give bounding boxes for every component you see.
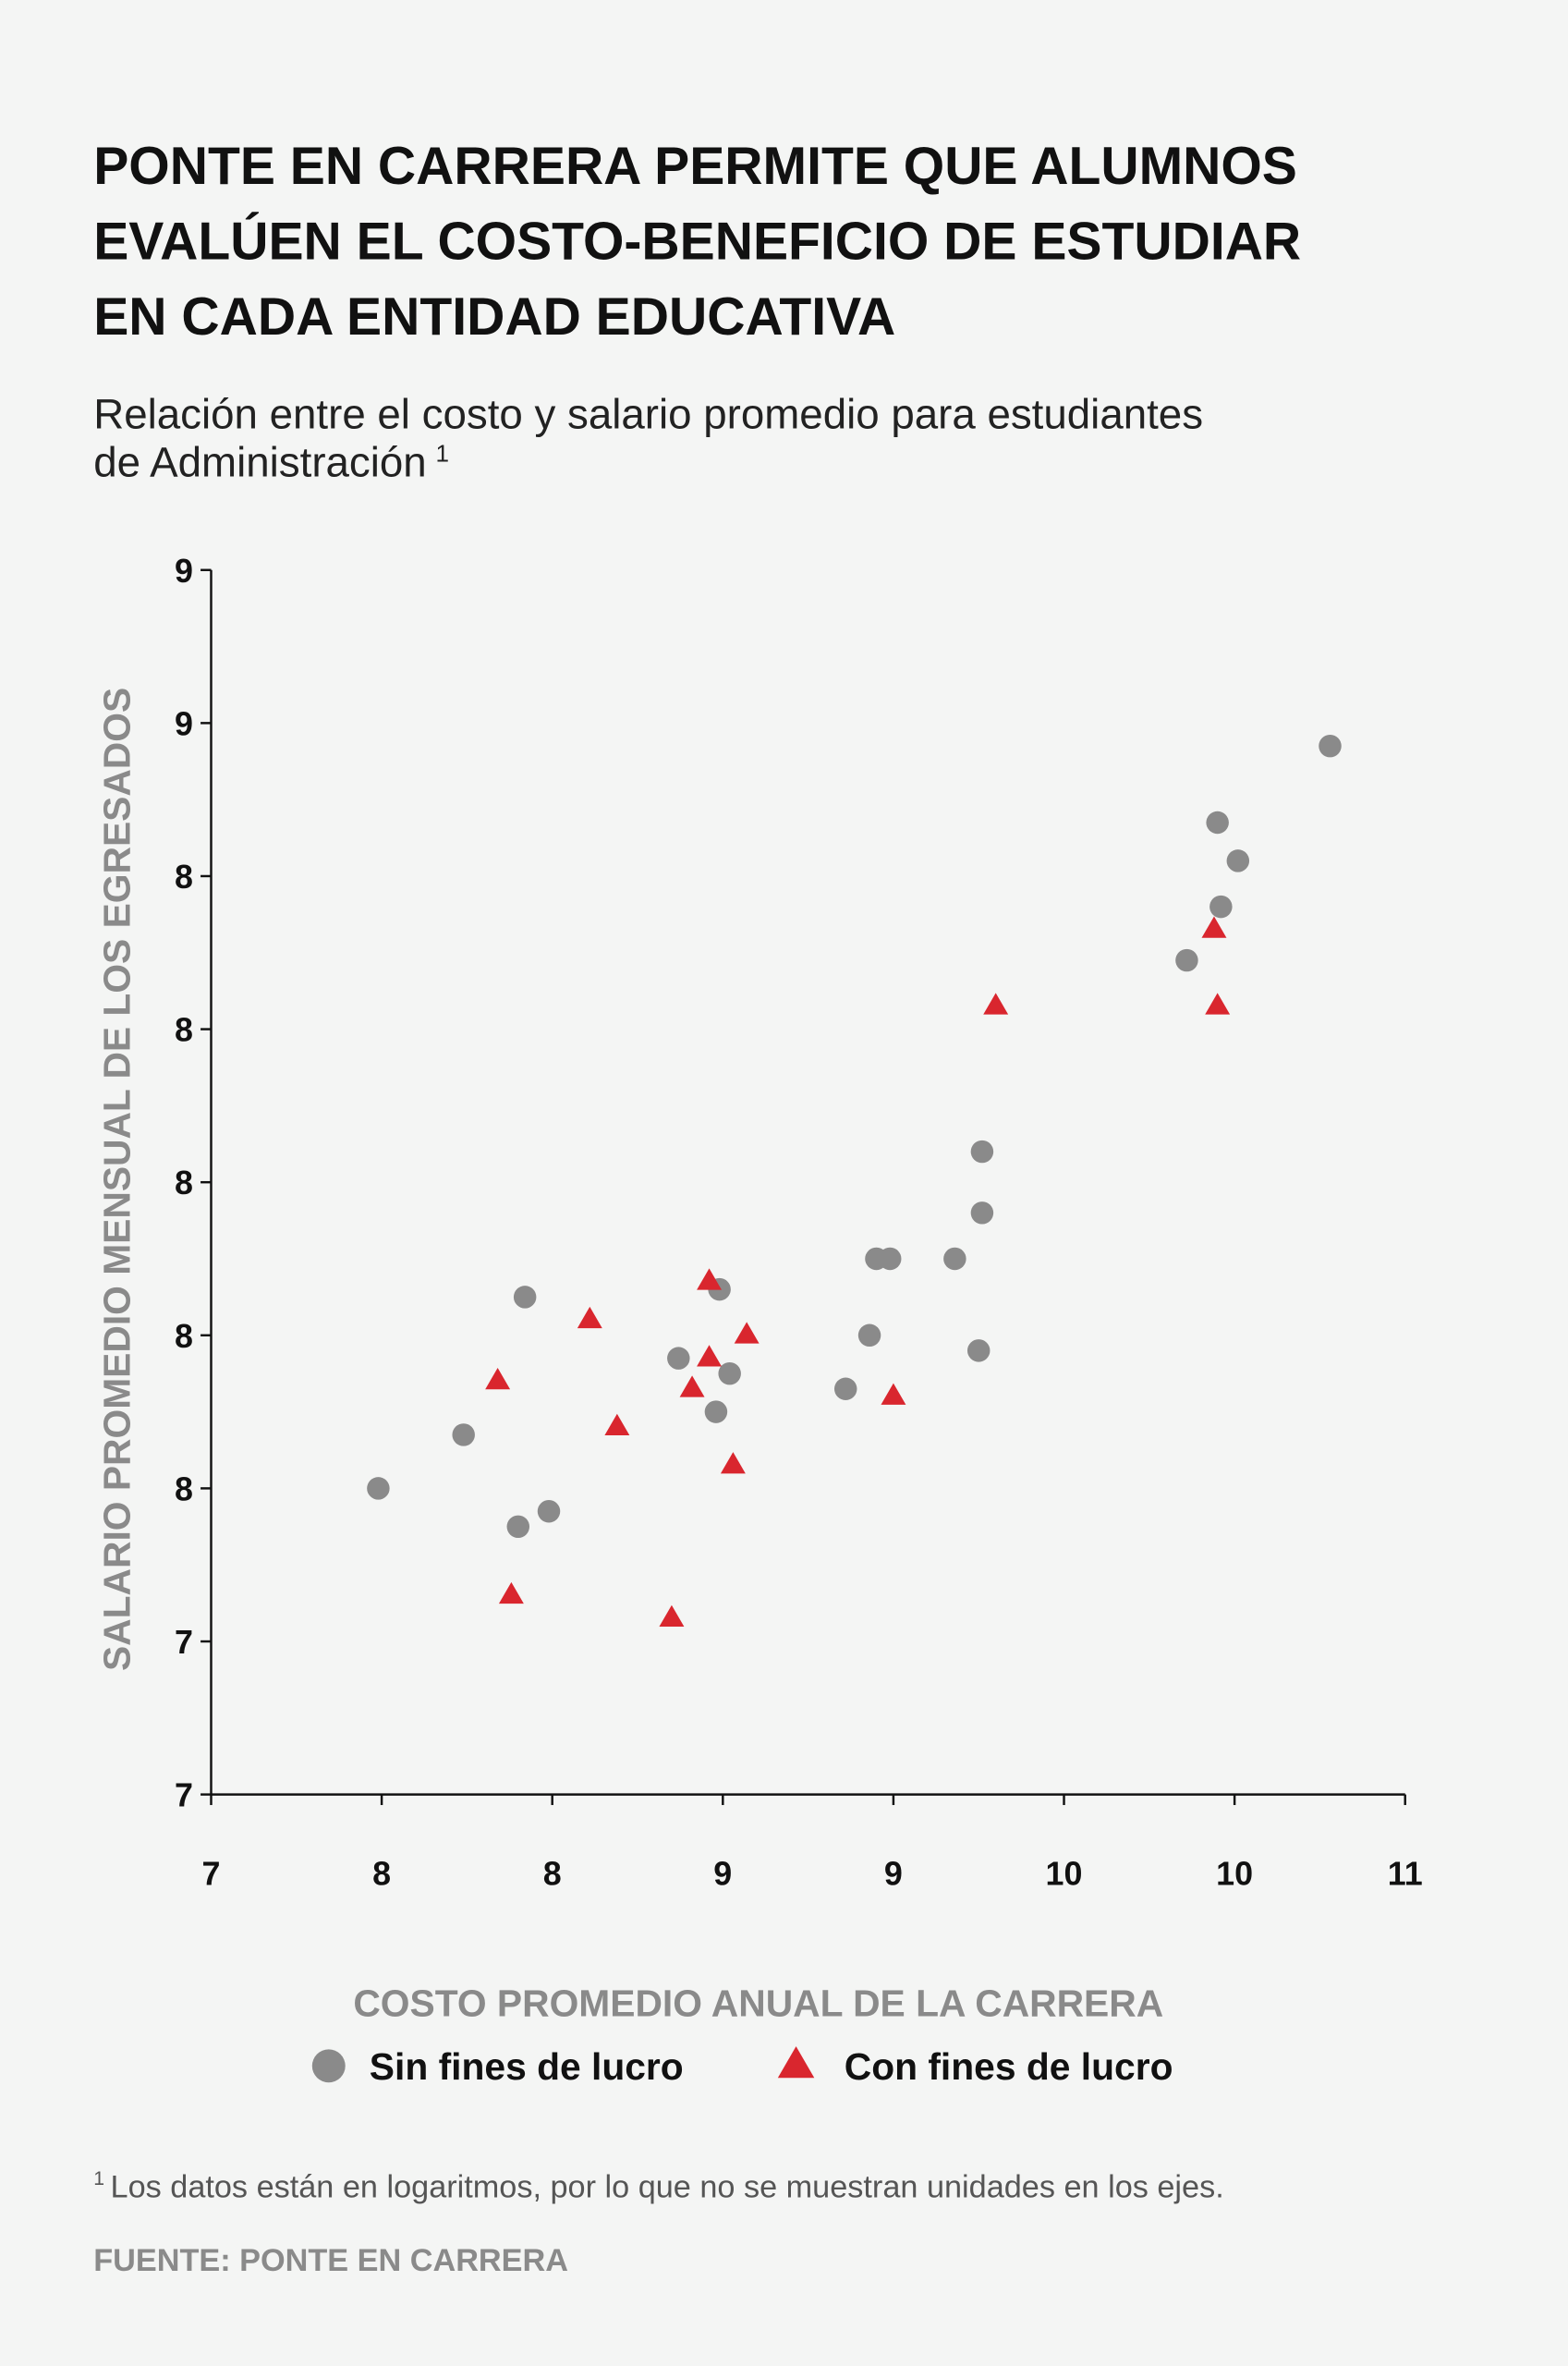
circle-marker	[970, 1140, 994, 1164]
y-tick-label: 9	[175, 705, 193, 742]
circle-marker	[1319, 734, 1342, 758]
y-tick-label: 7	[175, 1624, 193, 1661]
circle-marker	[1226, 849, 1250, 872]
footnote-mark: 1	[93, 2168, 104, 2189]
x-tick-label: 10	[1216, 1856, 1253, 1893]
x-tick-label: 7	[202, 1856, 221, 1893]
circle-marker	[966, 1339, 991, 1362]
circle-marker	[857, 1323, 881, 1348]
y-tick-label: 8	[175, 1012, 193, 1049]
legend-marker	[311, 2049, 346, 2083]
circle-marker	[513, 1286, 537, 1309]
triangle-marker	[604, 1413, 630, 1435]
circle-marker	[704, 1400, 728, 1423]
y-tick-label: 9	[175, 553, 193, 590]
y-tick-label: 8	[175, 859, 193, 896]
circle-marker	[537, 1500, 561, 1523]
y-axis-label: SALARIO PROMEDIO MENSUAL DE LOS EGRESADO…	[95, 688, 138, 1671]
circle-marker	[367, 1477, 390, 1500]
footnote-text: Los datos están en logaritmos, por lo qu…	[111, 2169, 1224, 2204]
legend: Sin fines de lucro Con fines de lucro	[311, 2045, 1173, 2088]
triangle-marker	[697, 1345, 722, 1367]
title-line: EVALÚEN EL COSTO-BENEFICIO DE ESTUDIAR	[93, 213, 1301, 272]
source: FUENTE: PONTE EN CARRERA	[93, 2243, 568, 2278]
triangle-marker	[1205, 993, 1231, 1015]
x-tick-label: 9	[713, 1856, 732, 1893]
circle-marker	[452, 1423, 475, 1446]
y-tick-label: 7	[175, 1777, 193, 1814]
triangle-marker	[679, 1375, 705, 1397]
subtitle-footnote-mark: 1	[436, 439, 450, 467]
x-axis-label: COSTO PROMEDIO ANUAL DE LA CARRERA	[353, 1982, 1163, 2024]
triangle-marker	[577, 1306, 602, 1329]
triangle-marker	[498, 1581, 524, 1604]
triangle-marker	[659, 1604, 685, 1628]
triangle-marker	[1201, 916, 1227, 938]
triangle-marker	[720, 1452, 746, 1474]
triangle-marker	[485, 1368, 511, 1390]
circle-marker	[970, 1201, 994, 1225]
title-line: PONTE EN CARRERA PERMITE QUE ALUMNOS	[93, 137, 1297, 196]
y-tick-label: 8	[175, 1318, 193, 1355]
legend-label: Con fines de lucro	[845, 2045, 1173, 2088]
circle-marker	[506, 1515, 530, 1539]
triangle-marker	[734, 1322, 760, 1344]
title-line: EN CADA ENTIDAD EDUCATIVA	[93, 287, 895, 347]
circle-marker	[1206, 811, 1229, 835]
circle-marker	[878, 1247, 902, 1271]
legend-marker	[777, 2046, 815, 2079]
circle-marker	[1175, 948, 1198, 972]
y-tick-label: 8	[175, 1470, 193, 1507]
legend-label: Sin fines de lucro	[370, 2045, 684, 2088]
x-tick-label: 8	[543, 1856, 562, 1893]
subtitle-line: Relación entre el costo y salario promed…	[93, 390, 1203, 437]
circle-marker	[833, 1377, 857, 1400]
y-tick-label: 8	[175, 1165, 193, 1201]
x-tick-label: 9	[884, 1856, 903, 1893]
footnote: 1 Los datos están en logaritmos, por lo q…	[93, 2168, 1224, 2204]
triangle-marker	[881, 1383, 906, 1405]
x-tick-label: 8	[372, 1856, 391, 1893]
x-tick-label: 10	[1046, 1856, 1083, 1893]
circle-marker	[667, 1347, 690, 1370]
triangle-marker	[983, 993, 1009, 1015]
circle-marker	[718, 1361, 741, 1385]
subtitle-line: de Administración 1	[93, 439, 449, 486]
subtitle-text: de Administración	[93, 439, 427, 486]
circle-marker	[1209, 895, 1233, 919]
circle-marker	[943, 1247, 966, 1271]
triangle-marker	[697, 1268, 722, 1290]
x-tick-label: 11	[1388, 1856, 1423, 1893]
